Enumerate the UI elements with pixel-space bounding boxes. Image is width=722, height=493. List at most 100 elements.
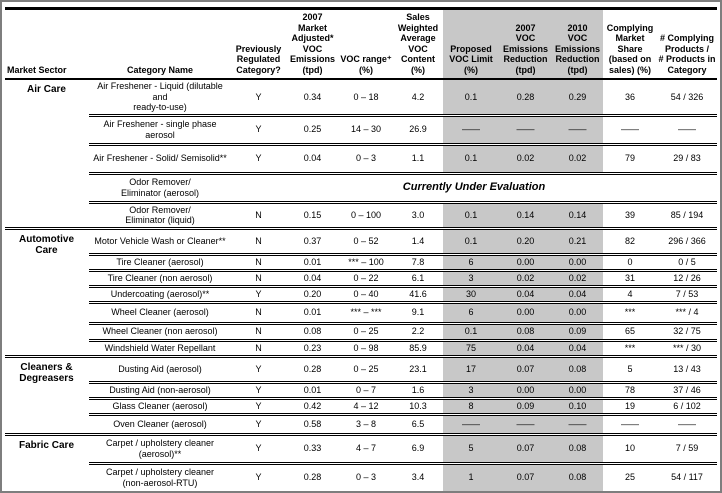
- avg-cell: 10.3: [393, 398, 443, 416]
- r2010-cell: 0.02: [552, 144, 603, 175]
- table-row: Odor Remover/ Eliminator (liquid) N 0.15 0 …: [5, 202, 717, 230]
- share-cell: 31: [603, 270, 657, 288]
- table-row: Oven Cleaner (aerosol) Y 0.58 3 – 8 6.5 —— —— —…: [5, 414, 717, 436]
- range-cell: 14 – 30: [339, 115, 393, 146]
- category-cell: Dusting Aid (aerosol): [89, 356, 231, 384]
- avg-cell: 41.6: [393, 286, 443, 304]
- share-cell: 4: [603, 286, 657, 304]
- category-cell: Oven Cleaner (aerosol): [89, 414, 231, 436]
- table-row: Fabric Care Carpet / upholstery cleaner (…: [5, 434, 717, 491]
- avg-cell: 85.9: [393, 340, 443, 358]
- products-cell: 296 / 366: [657, 228, 717, 256]
- e2007-cell: 0.20: [286, 286, 339, 304]
- range-cell: 4 – 12: [339, 398, 393, 416]
- share-cell: 82: [603, 228, 657, 256]
- r2007-cell: 0.14: [499, 202, 552, 230]
- r2007-cell: 0.09: [499, 398, 552, 416]
- limit-cell: 0.1: [443, 144, 499, 175]
- table-row: Wheel Cleaner (non aerosol) N 0.08 0 – 25 2.…: [5, 323, 717, 342]
- category-cell: Tire Cleaner (non aerosol): [89, 270, 231, 288]
- r2010-cell: 0.08: [552, 434, 603, 465]
- prev-reg-cell: Y: [231, 79, 286, 117]
- sector-cell: Cleaners & Degreasers: [5, 356, 89, 436]
- currently-under-evaluation-cell: Currently Under Evaluation: [231, 173, 717, 204]
- avg-cell: 26.9: [393, 115, 443, 146]
- table-row: Air Freshener - single phase aerosol Y 0.2…: [5, 115, 717, 146]
- r2010-cell: 0.04: [552, 286, 603, 304]
- range-cell: 0 – 18: [339, 79, 393, 117]
- table-row: Carpet / upholstery cleaner (non-aerosol…: [5, 463, 717, 491]
- r2010-cell: 0.00: [552, 254, 603, 272]
- category-cell: Air Freshener - single phase aerosol: [89, 115, 231, 146]
- r2010-cell: 0.29: [552, 79, 603, 117]
- category-cell: Odor Remover/ Eliminator (liquid): [89, 202, 231, 230]
- range-cell: 3 – 8: [339, 414, 393, 436]
- r2007-cell: 0.20: [499, 228, 552, 256]
- category-cell: Air Freshener - Solid/ Semisolid**: [89, 144, 231, 175]
- e2007-cell: 0.01: [286, 382, 339, 400]
- r2007-cell: 0.02: [499, 270, 552, 288]
- products-cell: 37 / 46: [657, 382, 717, 400]
- limit-cell: 30: [443, 286, 499, 304]
- avg-cell: 6.1: [393, 270, 443, 288]
- sector-cell: Automotive Care: [5, 228, 89, 358]
- column-header-avg: Sales Weighted Average VOC Content (%): [393, 7, 443, 80]
- r2007-cell: 0.04: [499, 286, 552, 304]
- e2007-cell: 0.04: [286, 144, 339, 175]
- share-cell: ***: [603, 340, 657, 358]
- range-cell: 0 – 25: [339, 356, 393, 384]
- column-header-prev_reg: Previously Regulated Category?: [231, 7, 286, 80]
- e2007-cell: 0.01: [286, 302, 339, 325]
- products-cell: 32 / 75: [657, 323, 717, 342]
- category-cell: Glass Cleaner (aerosol): [89, 398, 231, 416]
- share-cell: 5: [603, 356, 657, 384]
- products-cell: 29 / 83: [657, 144, 717, 175]
- r2007-cell: 0.00: [499, 302, 552, 325]
- e2007-cell: 0.37: [286, 228, 339, 256]
- r2007-cell: 0.07: [499, 356, 552, 384]
- r2010-cell: 0.21: [552, 228, 603, 256]
- r2007-cell: ——: [499, 414, 552, 436]
- column-header-category: Category Name: [89, 7, 231, 80]
- r2007-cell: 0.00: [499, 382, 552, 400]
- prev-reg-cell: Y: [231, 286, 286, 304]
- range-cell: 0 – 52: [339, 228, 393, 256]
- table-row: Odor Remover/ Eliminator (aerosol) Curren…: [5, 173, 717, 204]
- r2010-cell: 0.02: [552, 270, 603, 288]
- e2007-cell: 0.15: [286, 202, 339, 230]
- table-row: Windshield Water Repellant N 0.23 0 – 98 85.…: [5, 340, 717, 358]
- r2007-cell: 0.28: [499, 79, 552, 117]
- category-cell: Tire Cleaner (aerosol): [89, 254, 231, 272]
- e2007-cell: 0.01: [286, 254, 339, 272]
- range-cell: 0 – 22: [339, 270, 393, 288]
- table-row: Glass Cleaner (aerosol) Y 0.42 4 – 12 10.3 8 0…: [5, 398, 717, 416]
- products-cell: *** / 4: [657, 302, 717, 325]
- products-cell: 6 / 102: [657, 398, 717, 416]
- r2010-cell: 0.09: [552, 323, 603, 342]
- table-row: Air Care Air Freshener - Liquid (dilutabl…: [5, 79, 717, 230]
- limit-cell: 6: [443, 254, 499, 272]
- avg-cell: 1.6: [393, 382, 443, 400]
- r2007-cell: 0.07: [499, 434, 552, 465]
- range-cell: 0 – 40: [339, 286, 393, 304]
- share-cell: ***: [603, 302, 657, 325]
- category-cell: Dusting Aid (non-aerosol): [89, 382, 231, 400]
- r2010-cell: 0.04: [552, 340, 603, 358]
- avg-cell: 2.2: [393, 323, 443, 342]
- range-cell: 0 – 7: [339, 382, 393, 400]
- prev-reg-cell: N: [231, 202, 286, 230]
- products-cell: 0 / 5: [657, 254, 717, 272]
- r2010-cell: 0.00: [552, 302, 603, 325]
- column-header-r2007: 2007 VOC Emissions Reduction (tpd): [499, 7, 552, 80]
- avg-cell: 7.8: [393, 254, 443, 272]
- r2010-cell: 0.00: [552, 382, 603, 400]
- share-cell: 39: [603, 202, 657, 230]
- prev-reg-cell: Y: [231, 144, 286, 175]
- products-cell: 13 / 43: [657, 356, 717, 384]
- avg-cell: 9.1: [393, 302, 443, 325]
- limit-cell: 8: [443, 398, 499, 416]
- sector-cell: Fabric Care: [5, 434, 89, 491]
- share-cell: 25: [603, 463, 657, 491]
- products-cell: 54 / 326: [657, 79, 717, 117]
- category-cell: Wheel Cleaner (non aerosol): [89, 323, 231, 342]
